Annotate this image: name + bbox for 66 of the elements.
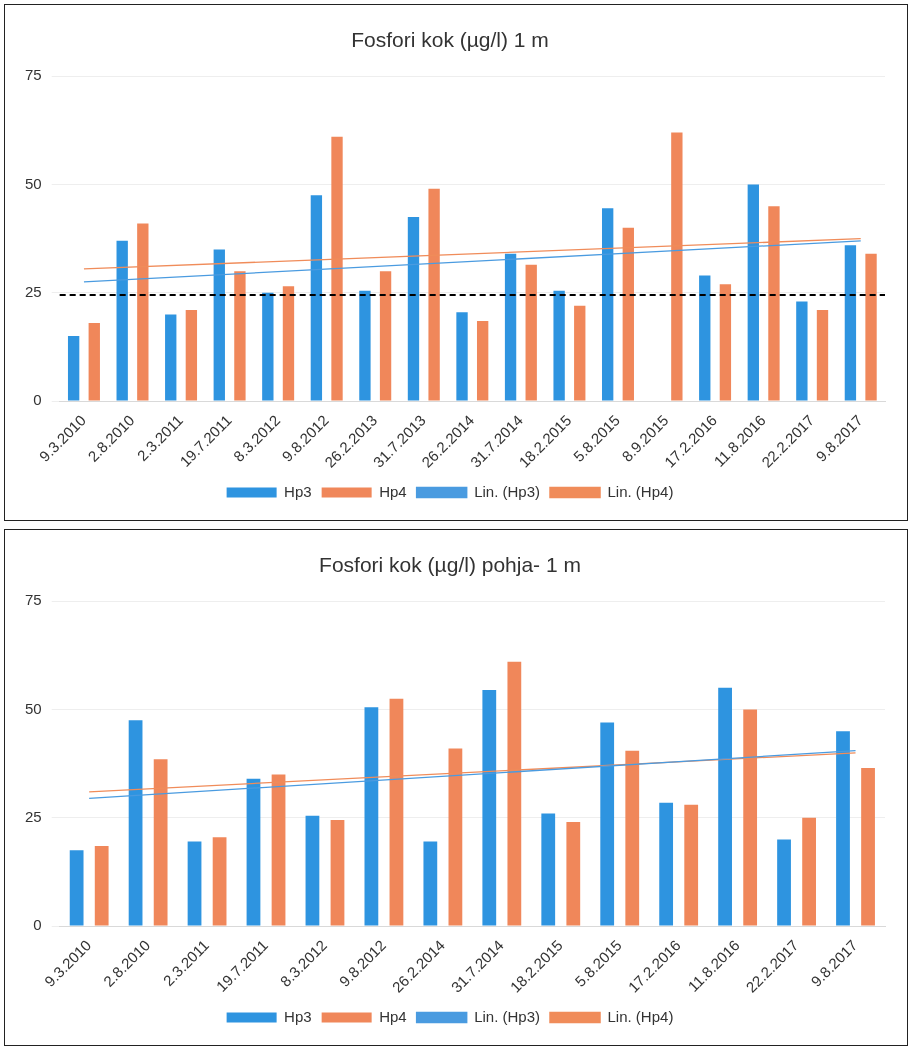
legend-label: Hp4	[379, 482, 407, 500]
bar	[407, 216, 420, 401]
bar	[310, 195, 323, 401]
bar	[541, 813, 556, 926]
legend-label: Hp4	[379, 1007, 407, 1025]
y-tick-label: 0	[33, 916, 42, 934]
bar	[305, 815, 320, 926]
bar	[684, 804, 699, 926]
bar	[482, 690, 497, 926]
bar	[699, 275, 711, 401]
legend-label: Lin. (Hp3)	[474, 482, 541, 500]
bar	[88, 323, 100, 401]
bar	[718, 687, 732, 926]
bar	[282, 286, 295, 401]
legend-label: Lin. (Hp4)	[607, 1007, 674, 1025]
bar	[659, 802, 674, 926]
bar	[116, 240, 128, 401]
legend-label: Hp3	[284, 1007, 312, 1025]
bar	[865, 253, 877, 401]
bar	[185, 310, 198, 401]
bar	[844, 245, 857, 401]
bar	[262, 292, 274, 401]
bar	[747, 184, 759, 401]
bar	[504, 253, 517, 401]
y-tick-label: 75	[25, 591, 42, 609]
bar	[69, 850, 84, 926]
bar	[719, 284, 732, 401]
bar	[67, 336, 80, 401]
bar	[423, 841, 438, 926]
bar	[602, 208, 614, 401]
bar	[379, 271, 392, 401]
chart-title: Fosfori kok (µg/l) 1 m	[351, 28, 549, 52]
y-tick-label: 50	[25, 174, 42, 192]
bar	[128, 720, 143, 926]
bar	[796, 301, 808, 401]
bar	[359, 290, 371, 401]
bar	[836, 731, 850, 926]
y-tick-label: 75	[25, 66, 42, 84]
bar	[246, 778, 261, 926]
bar	[94, 845, 109, 926]
bar	[861, 767, 875, 926]
bar	[330, 819, 345, 926]
bar	[165, 314, 177, 401]
bar	[456, 312, 468, 401]
bar	[364, 707, 379, 926]
bar	[816, 310, 829, 401]
chart-title: Fosfori kok (µg/l) pohja- 1 m	[319, 553, 581, 577]
bar	[777, 839, 791, 926]
y-tick-label: 50	[25, 699, 42, 717]
bar	[600, 722, 615, 926]
bar	[553, 290, 565, 401]
bar	[212, 837, 227, 926]
y-tick-label: 25	[25, 282, 42, 300]
y-tick-label: 25	[25, 807, 42, 825]
bar	[566, 822, 581, 926]
y-tick-label: 0	[33, 391, 42, 409]
bar	[574, 305, 586, 401]
bar	[187, 841, 202, 926]
legend-label: Lin. (Hp4)	[607, 482, 674, 500]
bar	[476, 320, 489, 401]
bar	[802, 817, 816, 926]
bar	[234, 271, 246, 401]
legend-label: Lin. (Hp3)	[474, 1007, 541, 1025]
bar	[213, 249, 225, 401]
bar	[525, 264, 537, 401]
legend-label: Hp3	[284, 482, 312, 500]
